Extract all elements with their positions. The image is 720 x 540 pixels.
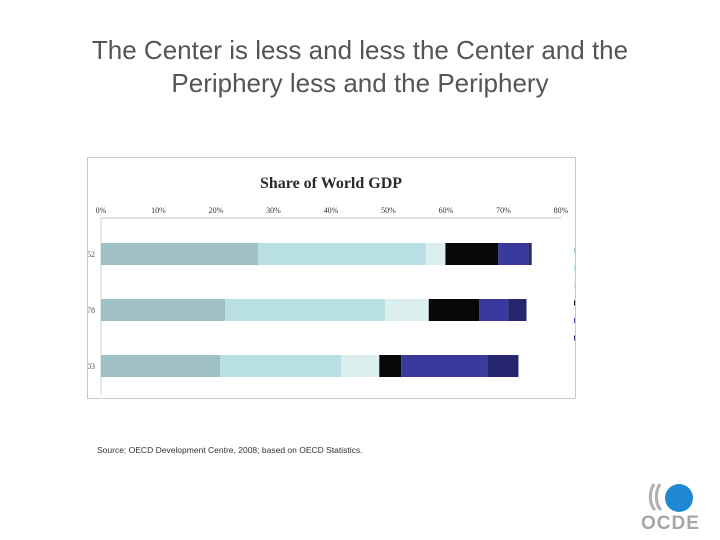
legend-swatch bbox=[574, 318, 575, 323]
x-tick-label: 80% bbox=[554, 206, 569, 215]
x-tick-label: 10% bbox=[151, 206, 166, 215]
slide-title: The Center is less and less the Center a… bbox=[20, 34, 700, 100]
bar-segment bbox=[428, 299, 480, 321]
bar-segment bbox=[445, 243, 499, 265]
bar-segment bbox=[479, 299, 509, 321]
x-tick-label: 40% bbox=[324, 206, 339, 215]
bar-segment bbox=[425, 243, 446, 265]
bar-segment bbox=[101, 299, 226, 321]
bar-segment bbox=[225, 299, 386, 321]
x-tick-label: 20% bbox=[209, 206, 224, 215]
source-note: Source: OECD Development Centre, 2008; b… bbox=[97, 445, 363, 455]
legend-swatch bbox=[574, 265, 575, 271]
legend-swatch bbox=[574, 300, 575, 306]
bar-segment bbox=[341, 355, 380, 377]
y-category-label: 2003 bbox=[88, 362, 95, 371]
chart-frame: Share of World GDP 0% 10% 20% 30% 40% 50% 60% 70… bbox=[87, 157, 576, 399]
y-category-label: 1978 bbox=[88, 306, 95, 315]
bar-segment bbox=[101, 355, 221, 377]
x-tick-label: 50% bbox=[381, 206, 396, 215]
bar-segment bbox=[257, 243, 426, 265]
y-category-label: 1952 bbox=[88, 250, 95, 259]
oecd-logo-text: OCDE bbox=[641, 513, 700, 534]
slide-title-line-1: The Center is less and less the Center a… bbox=[91, 35, 629, 65]
bar-segment bbox=[385, 299, 429, 321]
bar-segment bbox=[401, 355, 488, 377]
legend-swatch bbox=[574, 283, 575, 288]
bar-segment bbox=[498, 243, 529, 265]
bar-segment bbox=[220, 355, 342, 377]
x-tick-label: 60% bbox=[439, 206, 454, 215]
x-tick-label: 0% bbox=[96, 206, 107, 215]
chart-title: Share of World GDP bbox=[260, 175, 402, 192]
x-tick-label: 70% bbox=[496, 206, 511, 215]
bar-segment bbox=[379, 355, 402, 377]
bar-segment bbox=[528, 243, 532, 265]
bar-segment bbox=[508, 299, 527, 321]
bar-segment bbox=[101, 243, 258, 265]
oecd-logo-icon bbox=[648, 483, 693, 512]
legend-swatch bbox=[574, 248, 575, 253]
slide-title-line-2: Periphery less and the Periphery bbox=[171, 68, 549, 98]
share-of-world-gdp-chart: Share of World GDP 0% 10% 20% 30% 40% 50% 60% 70… bbox=[88, 175, 575, 394]
legend-swatch bbox=[574, 335, 575, 341]
x-tick-label: 30% bbox=[266, 206, 281, 215]
bar-segment bbox=[487, 355, 519, 377]
